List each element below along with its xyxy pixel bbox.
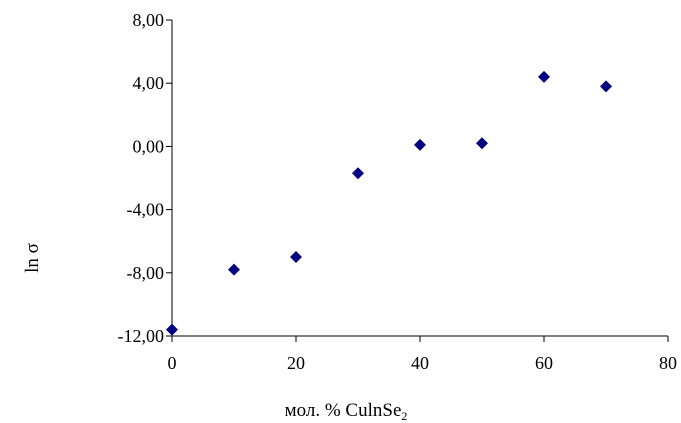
x-tick-label: 40: [411, 353, 429, 373]
x-tick-label: 60: [535, 353, 553, 373]
data-point: [414, 138, 426, 151]
data-point: [600, 80, 612, 93]
data-point: [476, 137, 488, 150]
y-tick-label: 8,00: [133, 10, 165, 30]
y-axis-title: ln σ: [22, 243, 43, 273]
x-axis-title: мол. % CulnSe2: [285, 400, 408, 423]
y-tick-label: 4,00: [133, 73, 165, 93]
y-tick-label: 0,00: [133, 136, 165, 156]
data-point: [352, 167, 364, 180]
x-tick-label: 0: [168, 353, 177, 373]
x-axis-title-main: мол. % CulnSe: [285, 400, 402, 421]
y-tick-label: -4,00: [127, 200, 165, 220]
x-axis-tick-labels: 0 20 40 60 80: [168, 353, 678, 373]
x-tick-label: 80: [659, 353, 677, 373]
data-point: [228, 263, 240, 276]
data-point: [538, 70, 550, 83]
y-tick-label: -12,00: [118, 326, 165, 346]
y-axis-ticks: [166, 19, 172, 337]
data-point: [166, 323, 178, 336]
data-point: [290, 251, 302, 263]
y-tick-label: -8,00: [127, 263, 165, 283]
x-tick-label: 20: [287, 353, 305, 373]
y-axis-tick-labels: 8,00 4,00 0,00 -4,00 -8,00 -12,00: [118, 10, 165, 346]
x-axis-title-subscript: 2: [401, 409, 407, 423]
data-points: [166, 70, 612, 336]
x-axis-ticks: [171, 336, 669, 342]
